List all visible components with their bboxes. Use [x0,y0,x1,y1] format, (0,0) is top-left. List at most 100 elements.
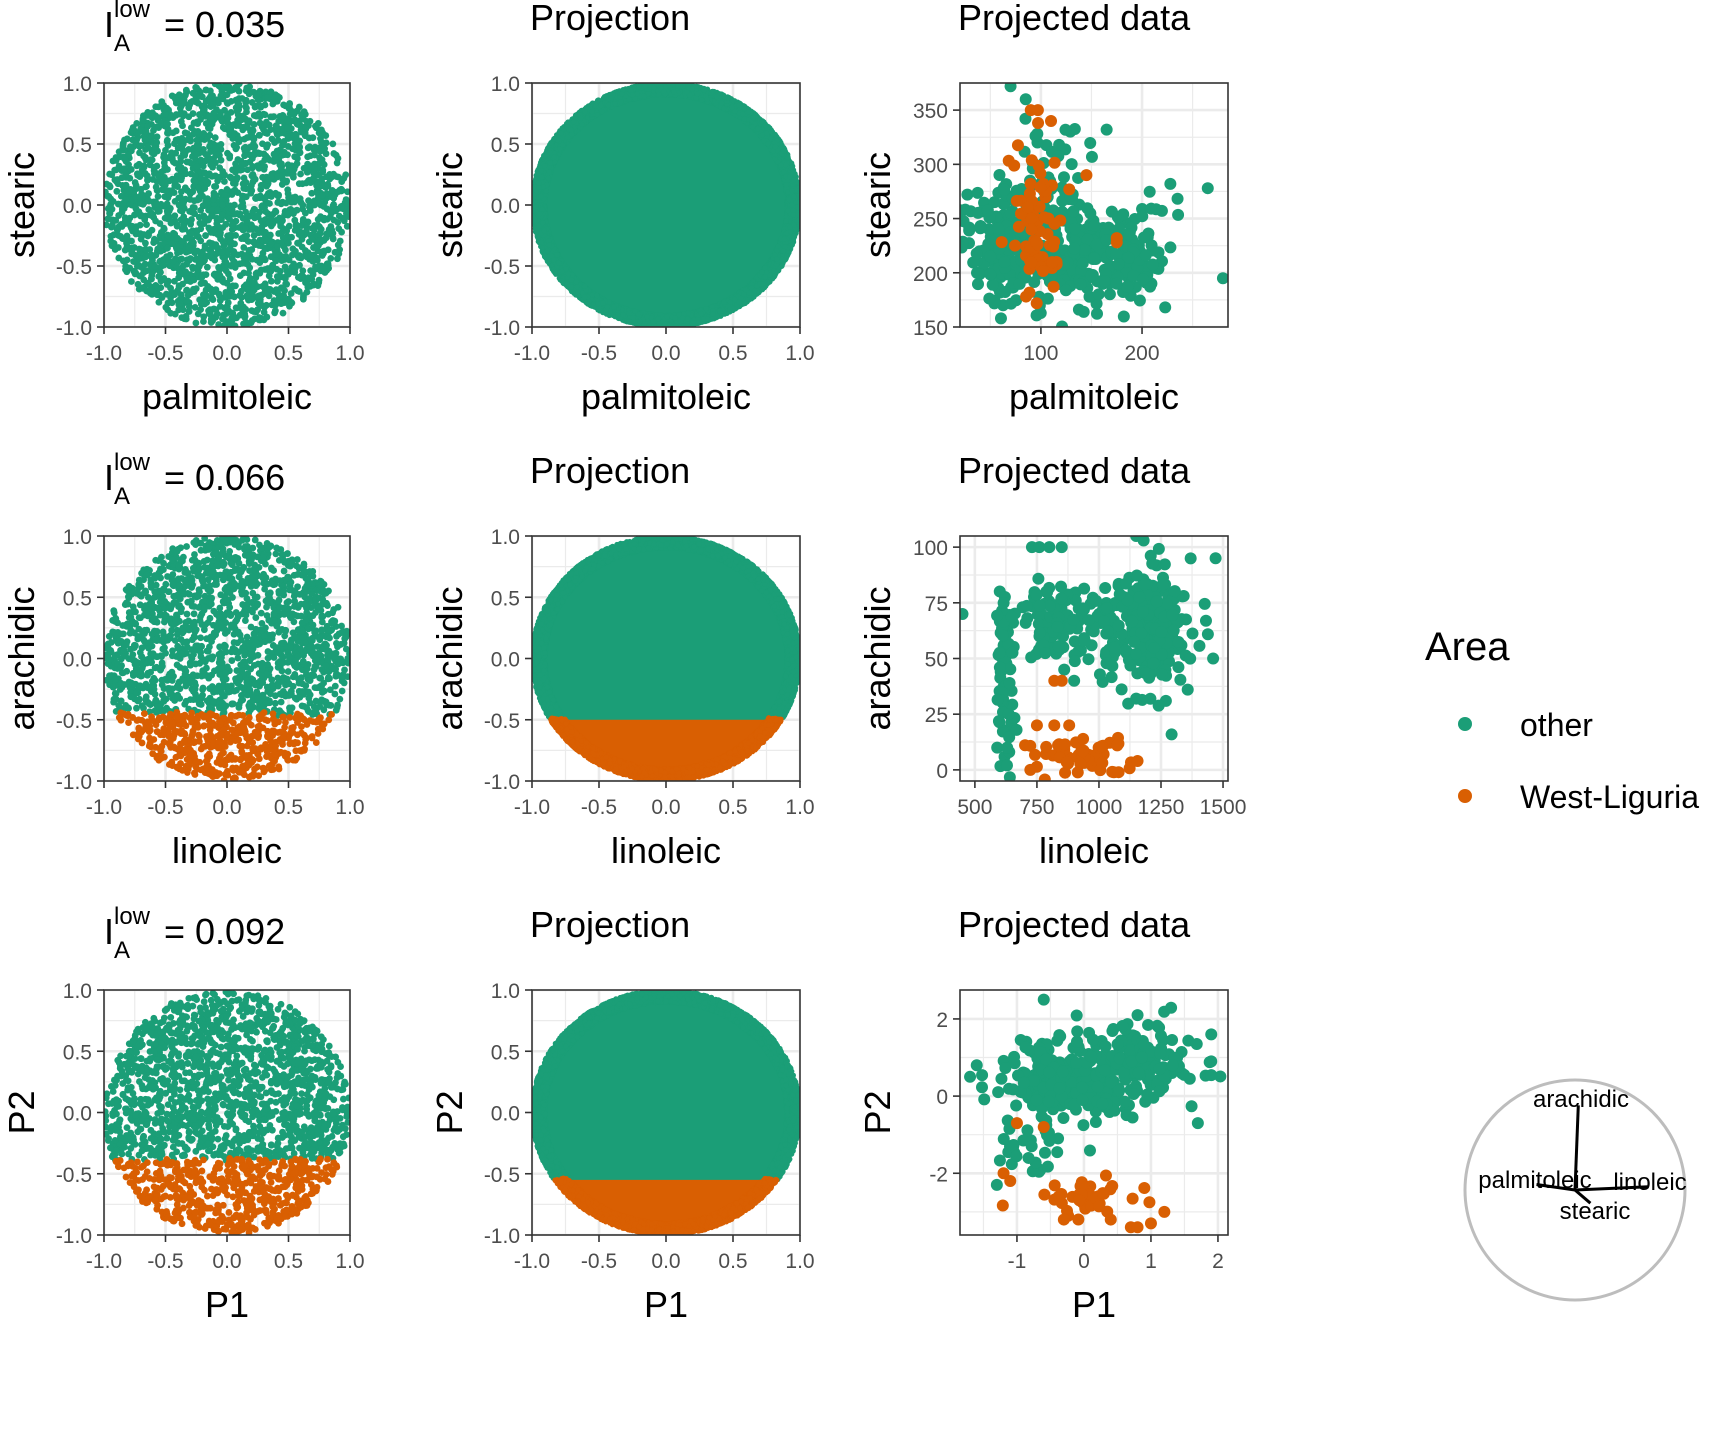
point-other [324,261,332,269]
point-other [165,257,173,265]
point-other [158,229,165,236]
point-other [212,192,219,199]
point-other [151,263,159,270]
point-other [242,143,249,151]
point-other [332,173,340,180]
point-other [226,244,234,252]
point-other [149,109,156,117]
point-other [174,97,182,104]
point-other [244,286,251,294]
point-other [318,126,325,134]
point-other [299,180,306,188]
point-other [223,292,231,300]
point-other [228,314,236,322]
point-other [219,124,227,131]
points [104,83,350,327]
point-other [268,191,276,199]
point-other [178,205,186,213]
point-other [203,263,211,271]
point-other [317,225,325,233]
point-other [231,240,238,248]
point-other [320,160,327,168]
point-other [188,208,196,216]
point-other [142,156,150,164]
x-tick-label: 1.0 [335,342,364,365]
point-other [108,205,116,213]
point-other [197,306,204,314]
point-other [313,242,321,250]
point-other [142,183,149,191]
point-other [215,83,223,90]
point-other [284,124,291,132]
point-other [246,274,254,282]
point-other [275,230,283,237]
point-other [281,263,289,271]
point-other [329,202,337,210]
point-other [224,321,232,327]
point-other [144,232,152,240]
point-other [197,206,205,214]
point-other [334,255,341,263]
point-other [272,301,279,309]
point-other [210,225,218,233]
point-other [313,182,320,189]
point-other [284,143,292,150]
point-other [175,306,183,314]
point-other [271,207,279,215]
point-other [299,295,307,303]
point-other [261,111,269,119]
point-other [135,193,143,201]
point-other [218,248,226,256]
point-other [344,188,350,196]
point-other [310,169,318,177]
point-other [245,117,253,125]
point-other [227,97,235,105]
point-other [308,189,316,197]
point-other [177,157,185,165]
point-other [249,238,257,246]
point-other [280,177,288,185]
series-other [104,83,350,327]
point-other [107,237,115,245]
point-other [237,287,245,295]
point-other [192,319,200,327]
point-other [123,234,131,242]
point-other [267,215,275,223]
point-other [279,125,286,133]
point-other [272,257,280,265]
point-other [175,283,183,291]
point-other [271,94,278,102]
point-other [218,277,226,285]
point-other [179,145,186,153]
point-other [223,305,231,313]
point-other [111,246,119,253]
point-other [171,212,179,220]
point-other [266,200,273,207]
chart-panel-0-0: -1.0 -0.5 0.0 0.5 1.0-1.0-0.50.00.51.0palmit… [1,0,365,417]
point-other [206,131,214,139]
point-other [191,172,199,180]
point-other [282,280,290,288]
point-other [144,174,152,182]
point-other [224,299,232,307]
point-other [259,249,267,257]
point-other [254,299,262,307]
chart-panel-0-1: -1.0 -0.5 0.0 0.5 1.0-1.0-0.50.00.51.0palmit… [429,0,815,417]
point-other [152,282,160,289]
point-other [274,199,282,206]
point-other [153,133,161,141]
point-other [246,158,254,166]
point-other [193,163,201,170]
point-other [261,156,269,164]
point-other [114,226,122,234]
point-other [184,136,192,144]
point-other [181,166,189,174]
point-other [195,93,203,100]
point-other [195,213,203,221]
point-other [180,223,188,231]
point-other [171,140,178,147]
point-other [255,165,263,172]
point-other [108,223,116,231]
point-other [197,237,205,245]
